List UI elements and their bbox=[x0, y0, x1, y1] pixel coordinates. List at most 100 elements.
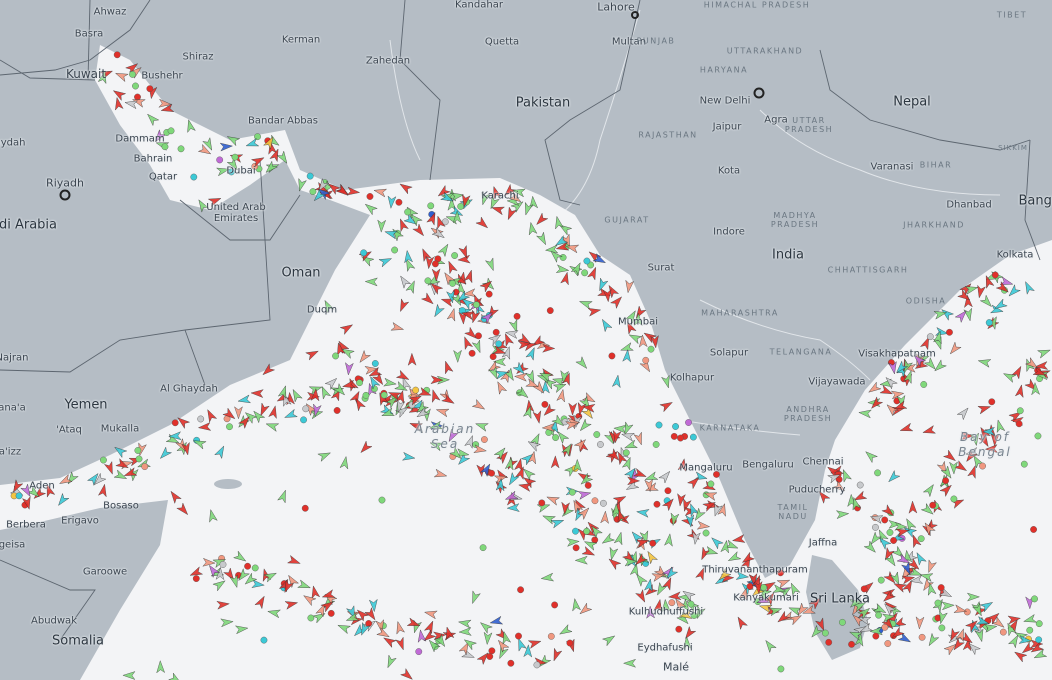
vessel-marker[interactable] bbox=[941, 601, 955, 611]
vessel-marker[interactable] bbox=[376, 626, 391, 641]
vessel-marker[interactable] bbox=[284, 599, 299, 610]
vessel-marker[interactable] bbox=[302, 405, 310, 413]
vessel-marker[interactable] bbox=[903, 517, 917, 532]
vessel-marker[interactable] bbox=[277, 385, 289, 400]
vessel-marker[interactable] bbox=[896, 553, 911, 567]
vessel-marker[interactable] bbox=[634, 572, 648, 587]
vessel-marker[interactable] bbox=[857, 614, 872, 626]
vessel-marker[interactable] bbox=[577, 602, 593, 617]
vessel-marker[interactable] bbox=[384, 394, 399, 409]
vessel-marker[interactable] bbox=[753, 580, 763, 595]
vessel-marker[interactable] bbox=[848, 640, 855, 648]
vessel-marker[interactable] bbox=[450, 191, 465, 202]
vessel-marker[interactable] bbox=[111, 87, 127, 102]
vessel-marker[interactable] bbox=[581, 546, 596, 559]
vessel-marker[interactable] bbox=[355, 607, 370, 622]
vessel-marker[interactable] bbox=[995, 281, 1010, 296]
vessel-marker[interactable] bbox=[132, 82, 139, 90]
vessel-marker[interactable] bbox=[566, 639, 574, 647]
vessel-marker[interactable] bbox=[397, 274, 412, 289]
vessel-marker[interactable] bbox=[358, 621, 371, 637]
vessel-marker[interactable] bbox=[635, 589, 649, 604]
vessel-marker[interactable] bbox=[145, 111, 160, 127]
vessel-marker[interactable] bbox=[527, 637, 542, 649]
vessel-marker[interactable] bbox=[468, 349, 476, 357]
vessel-marker[interactable] bbox=[390, 321, 405, 334]
vessel-marker[interactable] bbox=[816, 489, 831, 504]
vessel-marker[interactable] bbox=[429, 389, 441, 403]
vessel-marker[interactable] bbox=[1002, 370, 1017, 383]
vessel-marker[interactable] bbox=[469, 309, 481, 324]
vessel-marker[interactable] bbox=[168, 672, 183, 680]
vessel-marker[interactable] bbox=[602, 288, 612, 303]
vessel-marker[interactable] bbox=[644, 471, 659, 483]
vessel-marker[interactable] bbox=[971, 602, 985, 617]
vessel-marker[interactable] bbox=[1034, 370, 1049, 381]
vessel-marker[interactable] bbox=[311, 188, 327, 203]
vessel-marker[interactable] bbox=[868, 531, 883, 546]
vessel-marker[interactable] bbox=[624, 279, 635, 294]
vessel-marker[interactable] bbox=[437, 242, 451, 258]
vessel-marker[interactable] bbox=[575, 356, 590, 371]
vessel-marker[interactable] bbox=[903, 370, 915, 385]
vessel-marker[interactable] bbox=[364, 277, 378, 287]
vessel-marker[interactable] bbox=[412, 386, 420, 394]
vessel-marker[interactable] bbox=[932, 359, 948, 374]
vessel-marker[interactable] bbox=[185, 119, 196, 134]
vessel-marker[interactable] bbox=[384, 228, 399, 240]
vessel-marker[interactable] bbox=[702, 529, 710, 537]
vessel-marker[interactable] bbox=[881, 612, 896, 623]
vessel-marker[interactable] bbox=[988, 398, 996, 406]
vessel-marker[interactable] bbox=[188, 566, 204, 579]
vessel-marker[interactable] bbox=[493, 445, 508, 461]
vessel-marker[interactable] bbox=[919, 571, 934, 582]
vessel-marker[interactable] bbox=[525, 378, 540, 391]
vessel-marker[interactable] bbox=[15, 492, 23, 500]
vessel-marker[interactable] bbox=[650, 335, 660, 349]
vessel-marker[interactable] bbox=[991, 271, 999, 279]
vessel-marker[interactable] bbox=[591, 536, 599, 544]
vessel-marker[interactable] bbox=[373, 186, 388, 198]
vessel-marker[interactable] bbox=[408, 212, 423, 227]
vessel-marker[interactable] bbox=[615, 450, 628, 466]
vessel-marker[interactable] bbox=[301, 504, 309, 512]
vessel-marker[interactable] bbox=[356, 379, 363, 387]
vessel-marker[interactable] bbox=[961, 431, 975, 441]
vessel-marker[interactable] bbox=[1007, 618, 1021, 633]
vessel-marker[interactable] bbox=[491, 204, 506, 216]
vessel-marker[interactable] bbox=[464, 434, 477, 449]
vessel-marker[interactable] bbox=[371, 360, 379, 367]
vessel-marker[interactable] bbox=[362, 391, 370, 399]
vessel-marker[interactable] bbox=[561, 233, 574, 248]
vessel-marker[interactable] bbox=[320, 598, 335, 613]
vessel-marker[interactable] bbox=[672, 423, 679, 430]
vessel-marker[interactable] bbox=[225, 133, 241, 147]
vessel-marker[interactable] bbox=[440, 295, 455, 308]
vessel-marker[interactable] bbox=[900, 561, 914, 576]
vessel-marker[interactable] bbox=[890, 626, 905, 641]
vessel-marker[interactable] bbox=[872, 523, 879, 531]
vessel-marker[interactable] bbox=[455, 448, 470, 459]
vessel-marker[interactable] bbox=[850, 496, 862, 511]
vessel-marker[interactable] bbox=[581, 269, 589, 277]
vessel-marker[interactable] bbox=[446, 289, 457, 304]
vessel-marker[interactable] bbox=[1031, 595, 1038, 603]
vessel-marker[interactable] bbox=[489, 353, 497, 361]
vessel-marker[interactable] bbox=[682, 625, 697, 641]
vessel-marker[interactable] bbox=[344, 362, 354, 376]
vessel-marker[interactable] bbox=[152, 129, 167, 144]
vessel-marker[interactable] bbox=[1034, 432, 1042, 440]
vessel-marker[interactable] bbox=[415, 406, 430, 420]
vessel-marker[interactable] bbox=[515, 386, 530, 401]
vessel-marker[interactable] bbox=[687, 600, 695, 608]
vessel-marker[interactable] bbox=[506, 503, 520, 513]
vessel-marker[interactable] bbox=[297, 579, 312, 592]
vessel-marker[interactable] bbox=[809, 624, 824, 639]
vessel-marker[interactable] bbox=[426, 274, 441, 288]
vessel-marker[interactable] bbox=[929, 501, 937, 509]
vessel-marker[interactable] bbox=[464, 326, 479, 341]
vessel-marker[interactable] bbox=[551, 601, 559, 609]
vessel-marker[interactable] bbox=[301, 592, 317, 607]
vessel-marker[interactable] bbox=[1011, 364, 1025, 380]
vessel-marker[interactable] bbox=[250, 154, 266, 168]
